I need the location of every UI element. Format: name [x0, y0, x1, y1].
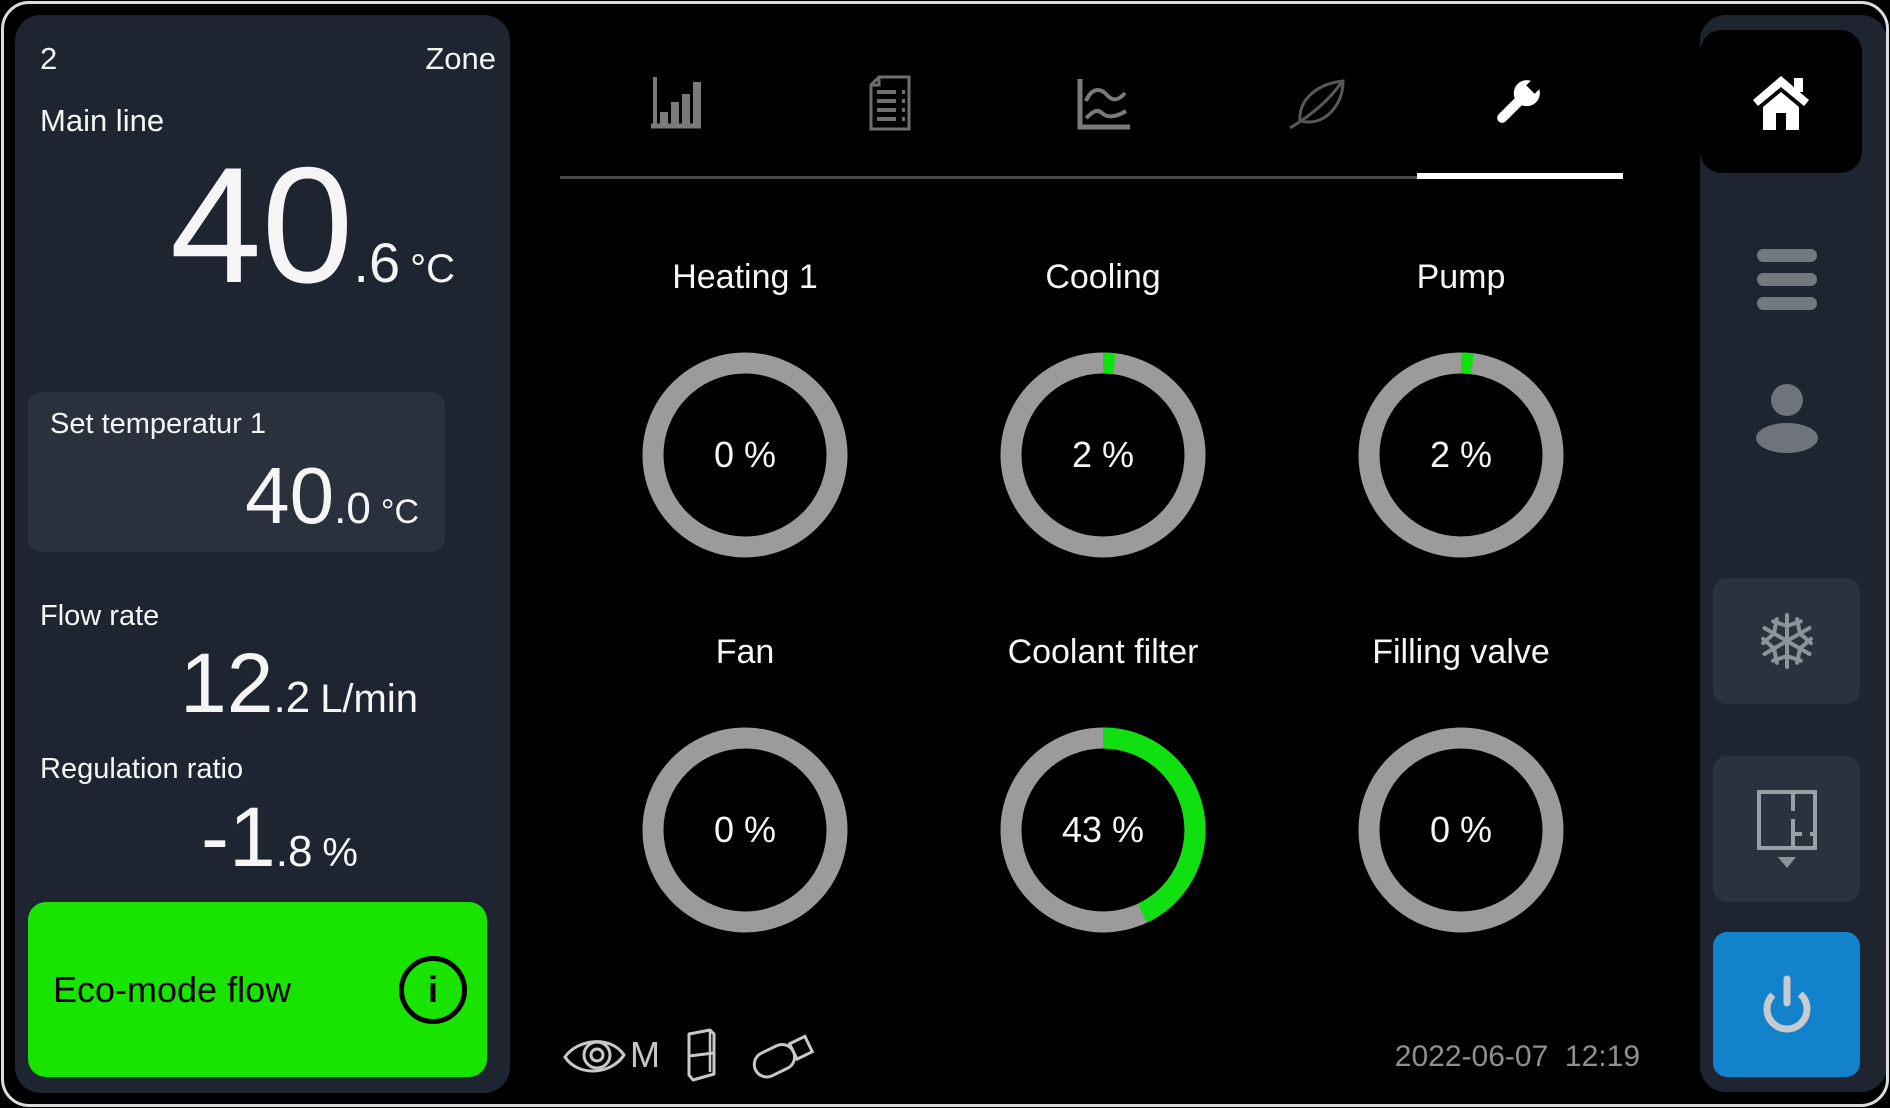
set-temp-integer: 40: [245, 451, 335, 540]
gauge-label: Fan: [715, 633, 775, 671]
report-icon: [869, 75, 911, 131]
gauge-value: 2 %: [1429, 434, 1493, 475]
home-button[interactable]: [1700, 30, 1862, 173]
menu-button[interactable]: [1757, 249, 1817, 310]
eco-mode-label: Eco-mode flow: [53, 968, 292, 1010]
monitor-mode-label: M: [630, 1034, 660, 1075]
flow-decimal: .2: [273, 673, 311, 722]
flow-rate-value: 12 .2 L/min: [15, 641, 418, 725]
floor-plan-icon: [1756, 790, 1817, 850]
chevron-down-icon: [1777, 857, 1796, 868]
active-tab-underline: [1417, 173, 1623, 179]
zone-status-panel: 2 Zone Main line 40 .6 °C Set temperatur…: [15, 15, 510, 1093]
ring-gauge: [642, 727, 848, 933]
memory-card-icon: [687, 1028, 716, 1082]
ring-gauge: [1000, 727, 1206, 933]
gauge-heating-1: Heating 1 0 %: [605, 250, 885, 570]
usb-drive-icon: [752, 1034, 815, 1079]
flow-integer: 12: [180, 636, 274, 730]
power-icon: [1763, 975, 1810, 1032]
main-temp-integer: 40: [169, 133, 354, 317]
regulation-unit: %: [322, 831, 358, 875]
gauge-value: 2 %: [1071, 434, 1135, 475]
trend-icon: [1077, 79, 1130, 130]
main-line-temperature: 40 .6 °C: [15, 143, 455, 308]
gauge-filling-valve: Filling valve 0 %: [1321, 625, 1601, 945]
tab-statistics[interactable]: [620, 48, 730, 158]
user-icon: [1771, 384, 1803, 416]
regulation-decimal: .8: [275, 827, 313, 876]
gauge-label: Pump: [1416, 258, 1506, 296]
eco-mode-button[interactable]: Eco-mode flow i: [28, 902, 487, 1077]
datetime-display: 2022-06-07 12:19: [1394, 1040, 1640, 1073]
tab-trend[interactable]: [1048, 48, 1158, 158]
snowflake-icon: [1760, 613, 1813, 669]
main-temp-unit: °C: [410, 247, 455, 291]
main-temp-decimal: .6: [353, 231, 401, 294]
regulation-ratio-value: -1 .8 %: [15, 795, 358, 879]
gauge-label: Coolant filter: [1007, 633, 1199, 671]
main-line-label: Main line: [40, 103, 165, 138]
set-temp-decimal: .0: [334, 484, 371, 533]
gauge-label: Filling valve: [1372, 633, 1550, 671]
home-icon: [1753, 75, 1809, 130]
zone-label: Zone: [425, 41, 496, 76]
zone-number: 2: [40, 41, 58, 76]
ring-gauge: [1358, 727, 1564, 933]
ring-gauge: [1000, 352, 1206, 558]
ring-gauge: [642, 352, 848, 558]
tabbar-divider: [560, 176, 1417, 179]
set-temp-unit: °C: [380, 493, 419, 531]
user-button[interactable]: [1750, 372, 1824, 454]
flow-unit: L/min: [320, 677, 418, 721]
gauge-value: 43 %: [1061, 809, 1145, 850]
set-temperature-value: 40 .0 °C: [245, 456, 419, 536]
power-button[interactable]: [1713, 932, 1860, 1077]
flow-rate-label: Flow rate: [40, 600, 160, 632]
tab-report[interactable]: [835, 48, 945, 158]
leaf-icon: [1289, 79, 1345, 130]
cooling-mode-button[interactable]: [1713, 578, 1860, 704]
set-temperature-field[interactable]: Set temperatur 1 40 .0 °C: [28, 392, 445, 552]
regulation-ratio-label: Regulation ratio: [40, 753, 244, 785]
gauge-label: Heating 1: [672, 258, 818, 296]
set-temperature-label: Set temperatur 1: [50, 408, 266, 440]
sidebar: [1700, 15, 1887, 1092]
gauge-value: 0 %: [713, 809, 777, 850]
bar-chart-icon: [651, 77, 701, 129]
gauge-cooling: Cooling 2 %: [963, 250, 1243, 570]
ring-gauge: [1358, 352, 1564, 558]
gauge-label: Cooling: [1045, 258, 1161, 296]
wrench-icon: [1497, 74, 1546, 123]
regulation-integer: -1: [201, 790, 276, 884]
tab-service[interactable]: [1462, 48, 1572, 158]
gauge-value: 0 %: [1429, 809, 1493, 850]
eye-monitor-icon: [563, 1040, 626, 1073]
menu-icon: [1757, 249, 1817, 262]
info-icon[interactable]: i: [399, 955, 467, 1024]
gauge-fan: Fan 0 %: [605, 625, 885, 945]
tab-eco[interactable]: [1262, 48, 1372, 158]
gauge-pump: Pump 2 %: [1321, 250, 1601, 570]
gauge-coolant-filter: Coolant filter 43 %: [963, 625, 1243, 945]
gauge-value: 0 %: [713, 434, 777, 475]
zone-select-button[interactable]: [1713, 756, 1860, 902]
